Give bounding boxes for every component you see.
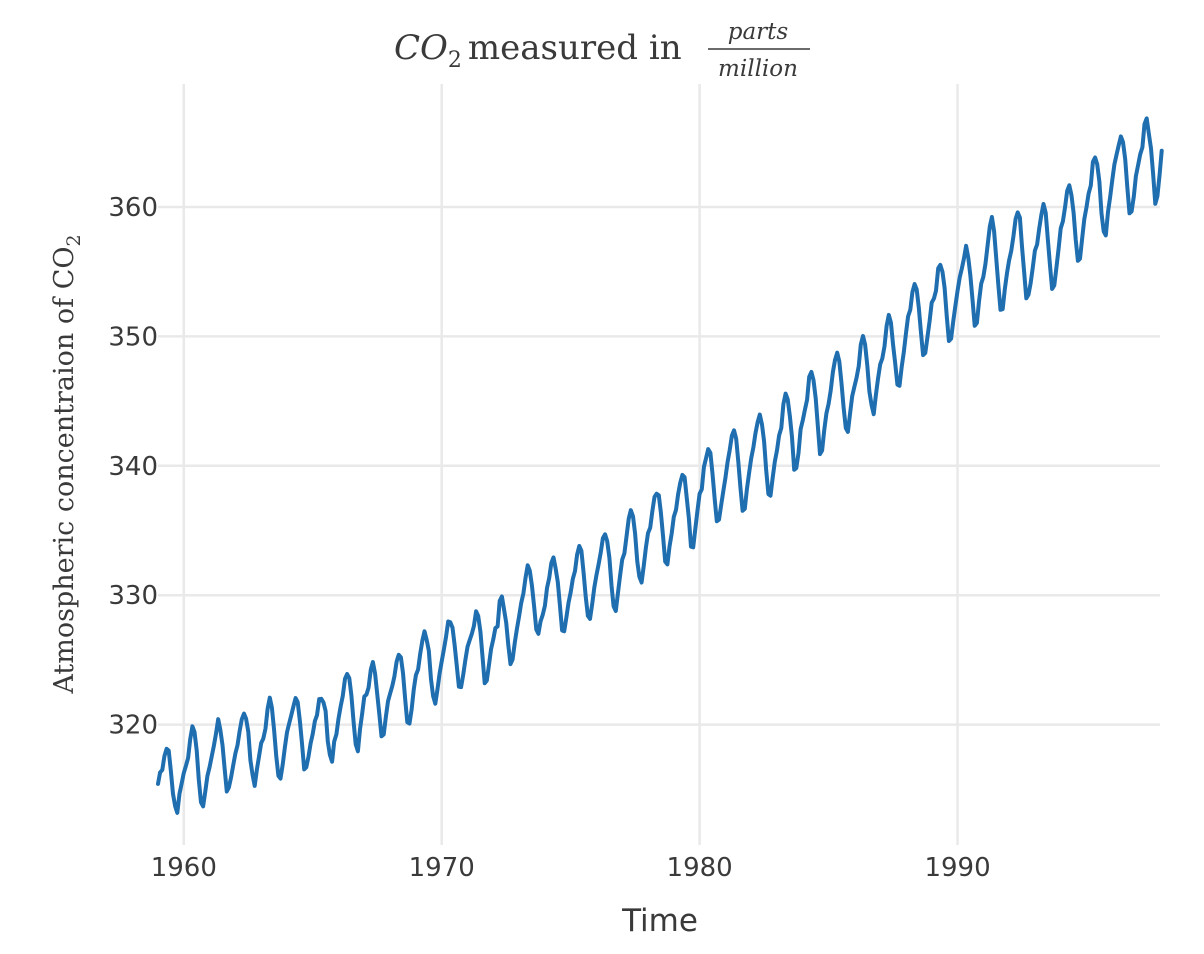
chart-title: CO2 measured in parts million (394, 19, 810, 82)
x-tick-label-1990: 1990 (924, 853, 990, 883)
y-tick-label-320: 320 (108, 711, 158, 741)
y-tick-labels: 320 330 340 350 360 (108, 193, 158, 741)
series-layer (156, 116, 1164, 815)
title-variable: CO (394, 28, 448, 68)
title-variable-subscript: 2 (448, 48, 462, 73)
x-axis-title: Time (621, 903, 698, 939)
x-tick-labels: 1960 1970 1980 1990 (151, 853, 991, 883)
title-fraction-denominator: million (718, 56, 798, 82)
x-gridlines (182, 84, 959, 845)
y-tick-label-330: 330 (108, 581, 158, 611)
y-axis-title-subscript: 2 (63, 234, 85, 246)
y-tick-label-350: 350 (108, 322, 158, 352)
series-line-0 (156, 116, 1164, 815)
x-tick-label-1980: 1980 (667, 853, 733, 883)
y-tick-label-360: 360 (108, 193, 158, 223)
title-text: measured in (468, 28, 682, 68)
y-tick-label-340: 340 (108, 452, 158, 482)
y-axis-title: Atmospheric concentraion of CO2 (49, 234, 85, 694)
title-fraction-numerator: parts (728, 19, 789, 45)
x-tick-label-1960: 1960 (151, 853, 217, 883)
x-tick-label-1970: 1970 (409, 853, 475, 883)
y-gridlines (158, 205, 1160, 726)
y-axis-title-text: Atmospheric concentraion of CO (49, 247, 80, 695)
